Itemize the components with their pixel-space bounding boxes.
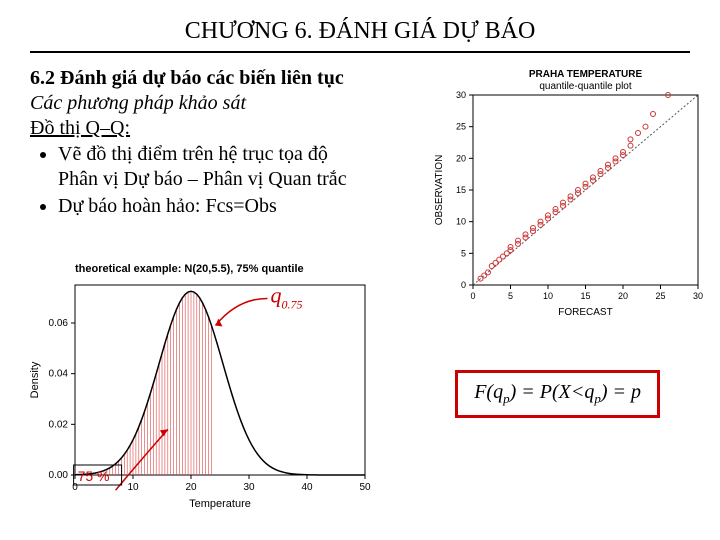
svg-text:30: 30: [693, 291, 703, 301]
svg-text:0.00: 0.00: [49, 470, 69, 481]
svg-text:25: 25: [655, 291, 665, 301]
bullet-1-line1: Vẽ đồ thị điểm trên hệ trục tọa độ: [58, 143, 328, 165]
svg-text:10: 10: [127, 482, 139, 493]
svg-text:20: 20: [618, 291, 628, 301]
svg-text:15: 15: [456, 185, 466, 195]
svg-text:0: 0: [470, 291, 475, 301]
svg-text:5: 5: [461, 248, 466, 258]
svg-text:15: 15: [580, 291, 590, 301]
svg-text:40: 40: [301, 482, 313, 493]
svg-text:20: 20: [456, 153, 466, 163]
svg-text:theoretical example: N(20,5.5): theoretical example: N(20,5.5), 75% quan…: [75, 263, 304, 275]
svg-text:Density: Density: [29, 361, 41, 398]
qq-plot: PRAHA TEMPERATUREquantile-quantile plot 0…: [428, 65, 708, 320]
svg-text:30: 30: [243, 482, 255, 493]
svg-text:FORECAST: FORECAST: [558, 307, 612, 318]
svg-text:25: 25: [456, 122, 466, 132]
svg-text:q0.75: q0.75: [270, 282, 302, 311]
svg-text:Temperature: Temperature: [189, 498, 251, 510]
page-title: CHƯƠNG 6. ĐÁNH GIÁ DỰ BÁO: [30, 0, 690, 53]
density-plot: theoretical example: N(20,5.5), 75% quan…: [20, 260, 380, 520]
svg-text:quantile-quantile plot: quantile-quantile plot: [539, 81, 632, 92]
svg-text:75 %: 75 %: [78, 468, 110, 484]
svg-text:0.02: 0.02: [49, 419, 69, 430]
svg-text:0.06: 0.06: [49, 318, 69, 329]
svg-text:10: 10: [543, 291, 553, 301]
svg-text:5: 5: [508, 291, 513, 301]
formula-text: F(qp) = P(X<qp) = p: [474, 381, 641, 403]
svg-text:10: 10: [456, 217, 466, 227]
svg-text:50: 50: [359, 482, 371, 493]
svg-text:0: 0: [461, 280, 466, 290]
svg-text:PRAHA TEMPERATURE: PRAHA TEMPERATURE: [529, 69, 643, 80]
svg-text:20: 20: [185, 482, 197, 493]
svg-text:30: 30: [456, 90, 466, 100]
formula-box: F(qp) = P(X<qp) = p: [455, 370, 660, 418]
svg-text:0.04: 0.04: [49, 369, 69, 380]
svg-text:OBSERVATION: OBSERVATION: [434, 155, 445, 226]
